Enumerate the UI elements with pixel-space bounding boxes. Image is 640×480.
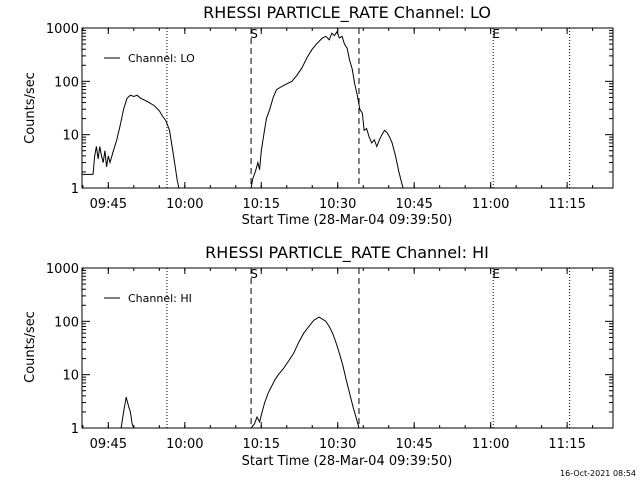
hi-x-axis-label: Start Time (28-Mar-04 09:39:50) — [242, 454, 453, 469]
lo-x-tick-label-4: 10:45 — [395, 197, 432, 212]
lo-x-tick-label-5: 11:00 — [472, 197, 509, 212]
lo-y-tick-label-0: 1 — [71, 182, 79, 197]
hi-series-line-segment-1 — [250, 316, 360, 429]
lo-y-axis-label: Counts/sec — [23, 72, 38, 144]
lo-y-tick-label-2: 100 — [54, 75, 79, 90]
lo-marker-label-s: S — [250, 27, 258, 41]
lo-plot-frame — [81, 27, 614, 189]
hi-marker-label-e: E — [492, 267, 500, 281]
lo-x-tick-label-3: 10:30 — [319, 197, 356, 212]
hi-series-line-segment-0 — [120, 396, 135, 429]
lo-marker-label-e: E — [492, 27, 500, 41]
hi-y-tick-label-3: 1000 — [46, 262, 79, 277]
hi-y-tick-label-2: 100 — [54, 315, 79, 330]
lo-channel-panel: RHESSI PARTICLE_RATE Channel: LO Start T… — [23, 3, 614, 228]
lo-series-line-segment-1 — [250, 30, 404, 189]
hi-plot-frame — [81, 267, 614, 429]
lo-x-tick-label-1: 10:00 — [166, 197, 203, 212]
lo-x-tick-label-2: 10:15 — [243, 197, 280, 212]
hi-y-axis-label: Counts/sec — [23, 311, 38, 383]
lo-legend-label: Channel: LO — [128, 52, 195, 65]
hi-x-tick-label-5: 11:00 — [472, 437, 509, 452]
timestamp-label: 16-Oct-2021 08:54 — [560, 469, 636, 478]
hi-x-tick-label-0: 09:45 — [90, 437, 127, 452]
lo-x-axis-label: Start Time (28-Mar-04 09:39:50) — [242, 213, 453, 228]
lo-y-tick-label-1: 10 — [62, 129, 79, 144]
hi-y-tick-label-0: 1 — [71, 422, 79, 437]
hi-x-tick-label-6: 11:15 — [548, 437, 585, 452]
hi-x-tick-label-3: 10:30 — [319, 437, 356, 452]
hi-x-tick-label-1: 10:00 — [166, 437, 203, 452]
hi-chart-title: RHESSI PARTICLE_RATE Channel: HI — [205, 243, 489, 263]
lo-chart-title: RHESSI PARTICLE_RATE Channel: LO — [203, 3, 491, 23]
hi-x-tick-label-2: 10:15 — [243, 437, 280, 452]
lo-y-tick-label-3: 1000 — [46, 22, 79, 37]
lo-x-tick-label-6: 11:15 — [548, 197, 585, 212]
hi-y-tick-label-1: 10 — [62, 369, 79, 384]
hi-channel-panel: RHESSI PARTICLE_RATE Channel: HI Start T… — [23, 243, 614, 469]
hi-x-tick-label-4: 10:45 — [395, 437, 432, 452]
hi-marker-label-s: S — [250, 267, 258, 281]
lo-x-tick-label-0: 09:45 — [90, 197, 127, 212]
hi-legend-label: Channel: HI — [128, 292, 192, 305]
lo-series-line-segment-0 — [82, 94, 180, 189]
